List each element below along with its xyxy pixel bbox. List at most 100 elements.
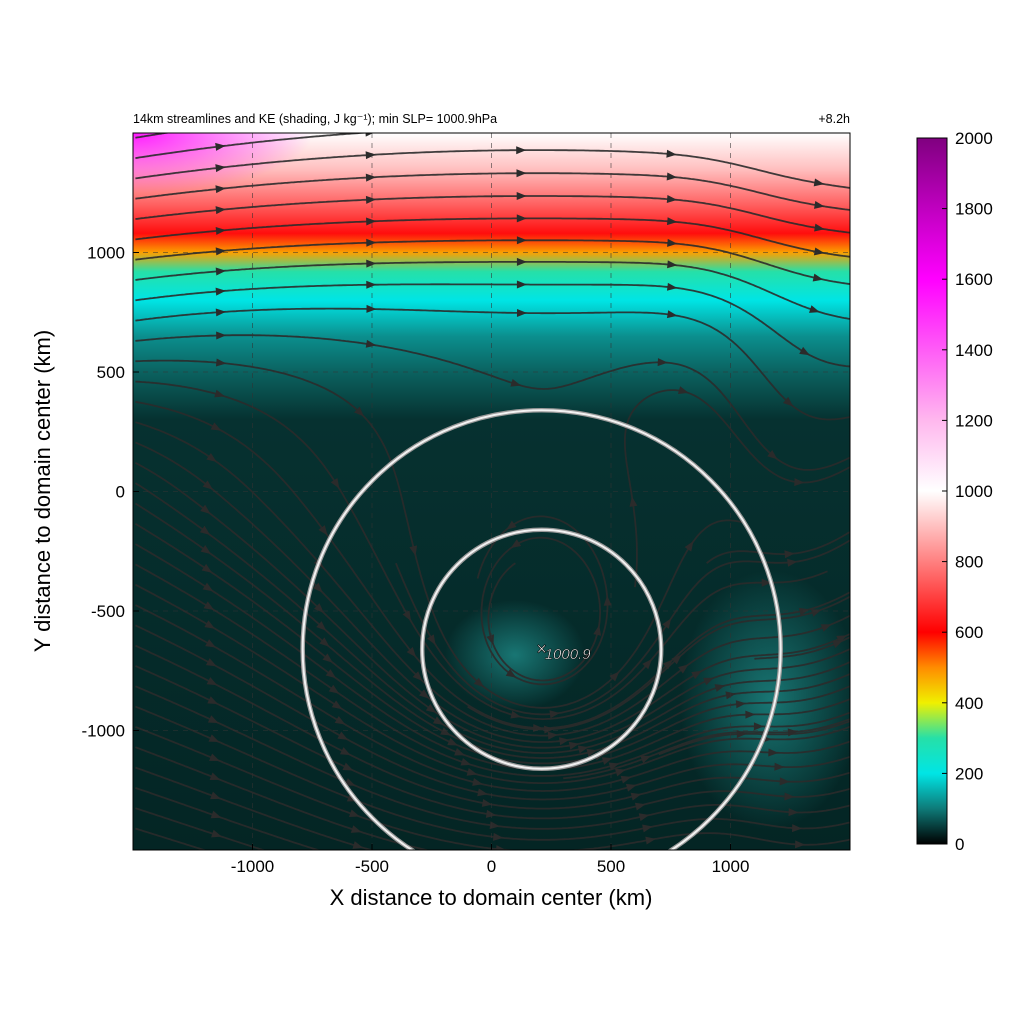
y-tick-label: -1000 [82,722,125,741]
streamline-arrow [558,737,570,746]
streamline-arrow [784,550,795,559]
streamline-arrow [454,747,465,756]
streamline [706,530,850,564]
streamline-arrow [640,755,652,764]
streamline-arrow [202,480,213,490]
streamline-arrow [642,659,652,670]
streamline [135,133,172,139]
streamline-arrow [774,762,785,771]
streamline [135,644,850,810]
streamline-arrow [495,845,507,850]
streamline-arrow [215,164,226,173]
streamline-arrow [207,696,219,705]
streamline-arrow [630,792,642,801]
streamline-arrow [577,745,589,754]
streamline-arrow [735,700,747,709]
streamline-arrow [549,710,560,719]
streamline [135,172,850,211]
streamline-arrow [516,169,527,178]
streamline [135,827,208,850]
streamline-arrow [667,260,678,269]
x-tick-label: 0 [487,857,496,876]
x-axis-ticks: -1000 -500 0 500 1000 [231,844,749,876]
streamline-arrow [787,728,798,737]
streamline-arrow [418,689,430,699]
streamline-arrow [339,747,351,756]
streamline-arrow [629,496,638,507]
streamline-arrow [516,146,527,155]
streamline-arrow [215,142,226,151]
streamline-arrow [547,731,558,740]
streamline-arrow [510,710,522,719]
streamline-arrow [215,287,226,296]
streamline-arrow [366,238,377,247]
streamline [624,389,850,588]
streamline-arrow [447,737,458,746]
streamline-arrow [215,308,226,317]
streamline-arrow [820,624,832,632]
streamline-arrow [645,836,656,845]
streamline-arrow [779,777,790,786]
streamline [134,624,850,801]
streamline [134,523,850,765]
y-axis-ticks: -1000 -500 0 500 1000 [82,244,139,741]
streamline-arrow [812,273,824,282]
streamline-arrow [366,304,377,313]
streamline-arrow [662,618,672,629]
streamline-arrow [666,194,678,203]
streamline-arrow [614,768,626,777]
streamline-arrow [425,703,437,713]
streamline-arrow [794,840,806,849]
streamline-arrow [406,646,417,658]
streamline-arrow [215,226,226,235]
streamline-arrow [205,658,217,667]
streamline-arrow [348,809,360,818]
streamline-arrow [215,358,227,367]
streamline [135,807,266,850]
streamline-arrow [671,654,682,665]
streamline-arrow [209,753,220,762]
streamline [135,746,431,850]
colorbar: 0 200 400 600 800 1000 1200 1400 1600 1800 2000 [916,129,993,854]
streamline-arrow [210,422,222,431]
streamline-arrow [703,677,714,686]
streamline-arrow [365,339,377,348]
range-rings [300,408,783,850]
streamline-arrow [344,778,356,786]
streamline-arrow [603,595,612,606]
streamline-arrow [691,670,702,680]
streamline-arrow [209,772,221,780]
streamline [135,766,375,850]
streamline-arrow [788,808,799,817]
streamline [135,359,744,709]
plot-area [133,133,850,850]
streamline-arrow [620,775,632,784]
streamline-arrow [460,757,472,766]
streamline-arrow [200,504,211,514]
streamline-arrow [334,716,346,725]
streamline-arrow [466,768,478,776]
streamline-arrow [634,802,646,811]
streamline-arrow [200,545,212,555]
streamline-arrow [325,669,337,679]
streamline-arrow [662,659,673,670]
streamline-arrow [516,280,527,289]
streamline-arrow [593,625,602,636]
y-tick-label: -500 [91,602,125,621]
storm-center: × 1000.9 [536,639,591,664]
streamline-arrow [745,710,756,719]
streamline-arrow [761,578,772,587]
streamline-arrow [684,541,694,552]
streamline [135,421,850,737]
colorbar-tick-label: 1000 [955,482,993,501]
colorbar-tick-label: 800 [955,553,983,572]
streamline-arrow [365,151,376,160]
streamline-arrow [354,406,364,417]
streamline [135,307,850,421]
streamline-arrow [543,725,555,734]
colorbar-tick-label: 400 [955,694,983,713]
streamline-arrow [510,539,522,549]
streamline-arrow [202,582,214,592]
streamline [135,261,850,320]
